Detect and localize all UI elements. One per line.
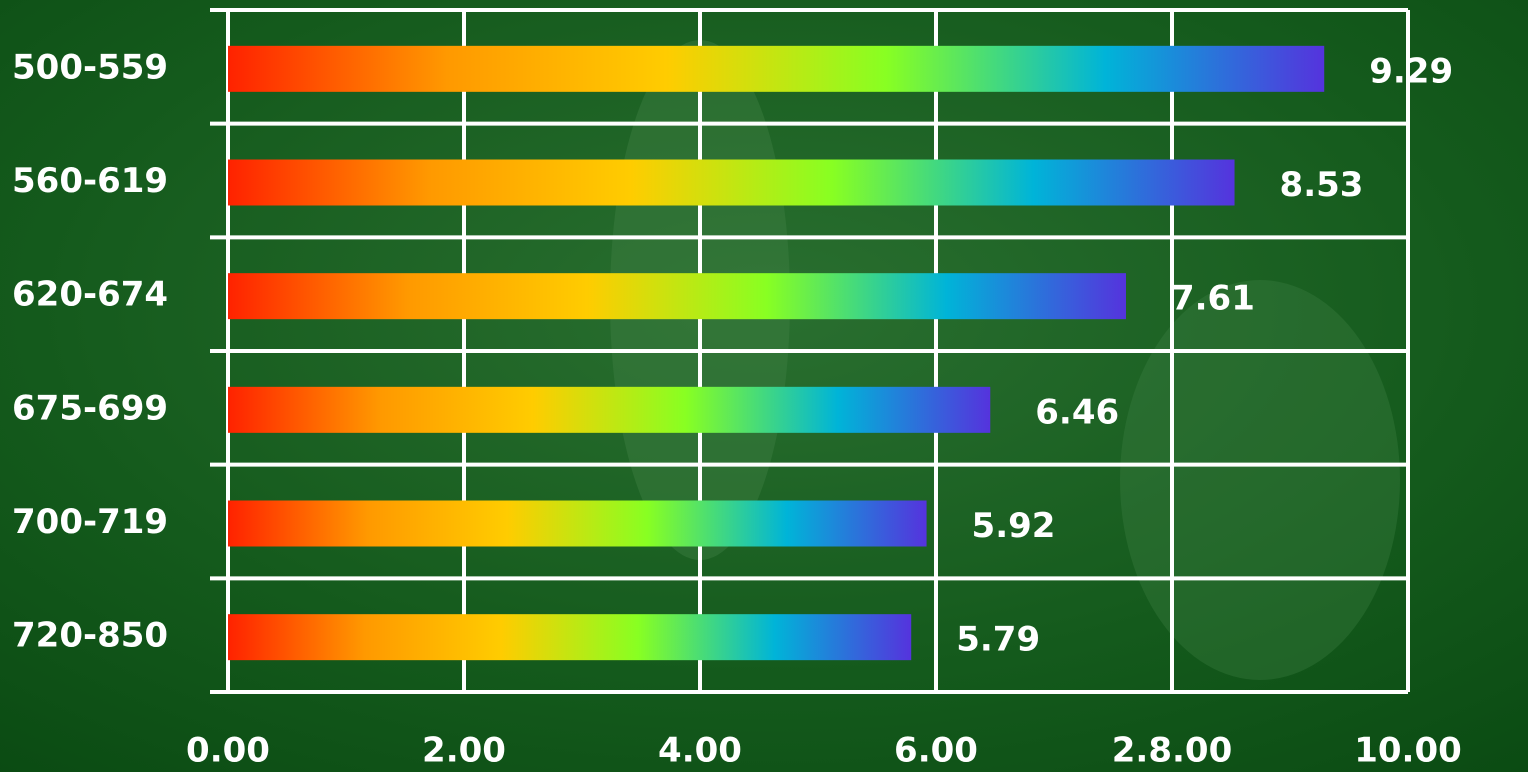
value-label: 9.29 (1369, 51, 1453, 91)
x-tick-label: 4.00 (658, 731, 742, 771)
x-tick-label: 2.00 (422, 731, 506, 771)
x-tick-label: 6.00 (894, 731, 978, 771)
bar (228, 614, 912, 661)
x-tick-label: 2.8.00 (1112, 731, 1232, 771)
y-tick-label: 500-559 (12, 47, 168, 87)
bar (228, 273, 1126, 320)
y-tick-label: 700-719 (12, 502, 168, 542)
bar (228, 386, 991, 433)
value-label: 5.79 (956, 620, 1040, 660)
x-tick-label: 10.00 (1354, 731, 1462, 771)
y-tick-label: 675-699 (12, 388, 168, 428)
y-tick-label: 620-674 (12, 275, 168, 315)
bar (228, 500, 927, 547)
y-tick-label: 720-850 (12, 616, 168, 656)
value-label: 8.53 (1280, 165, 1364, 205)
x-tick-label: 0.00 (186, 731, 270, 771)
bar (228, 159, 1235, 206)
value-label: 6.46 (1035, 392, 1119, 432)
y-tick-label: 560-619 (12, 161, 168, 201)
value-label: 5.92 (972, 506, 1056, 546)
value-label: 7.61 (1171, 279, 1255, 319)
bar (228, 45, 1325, 92)
background-shape (1120, 280, 1400, 680)
